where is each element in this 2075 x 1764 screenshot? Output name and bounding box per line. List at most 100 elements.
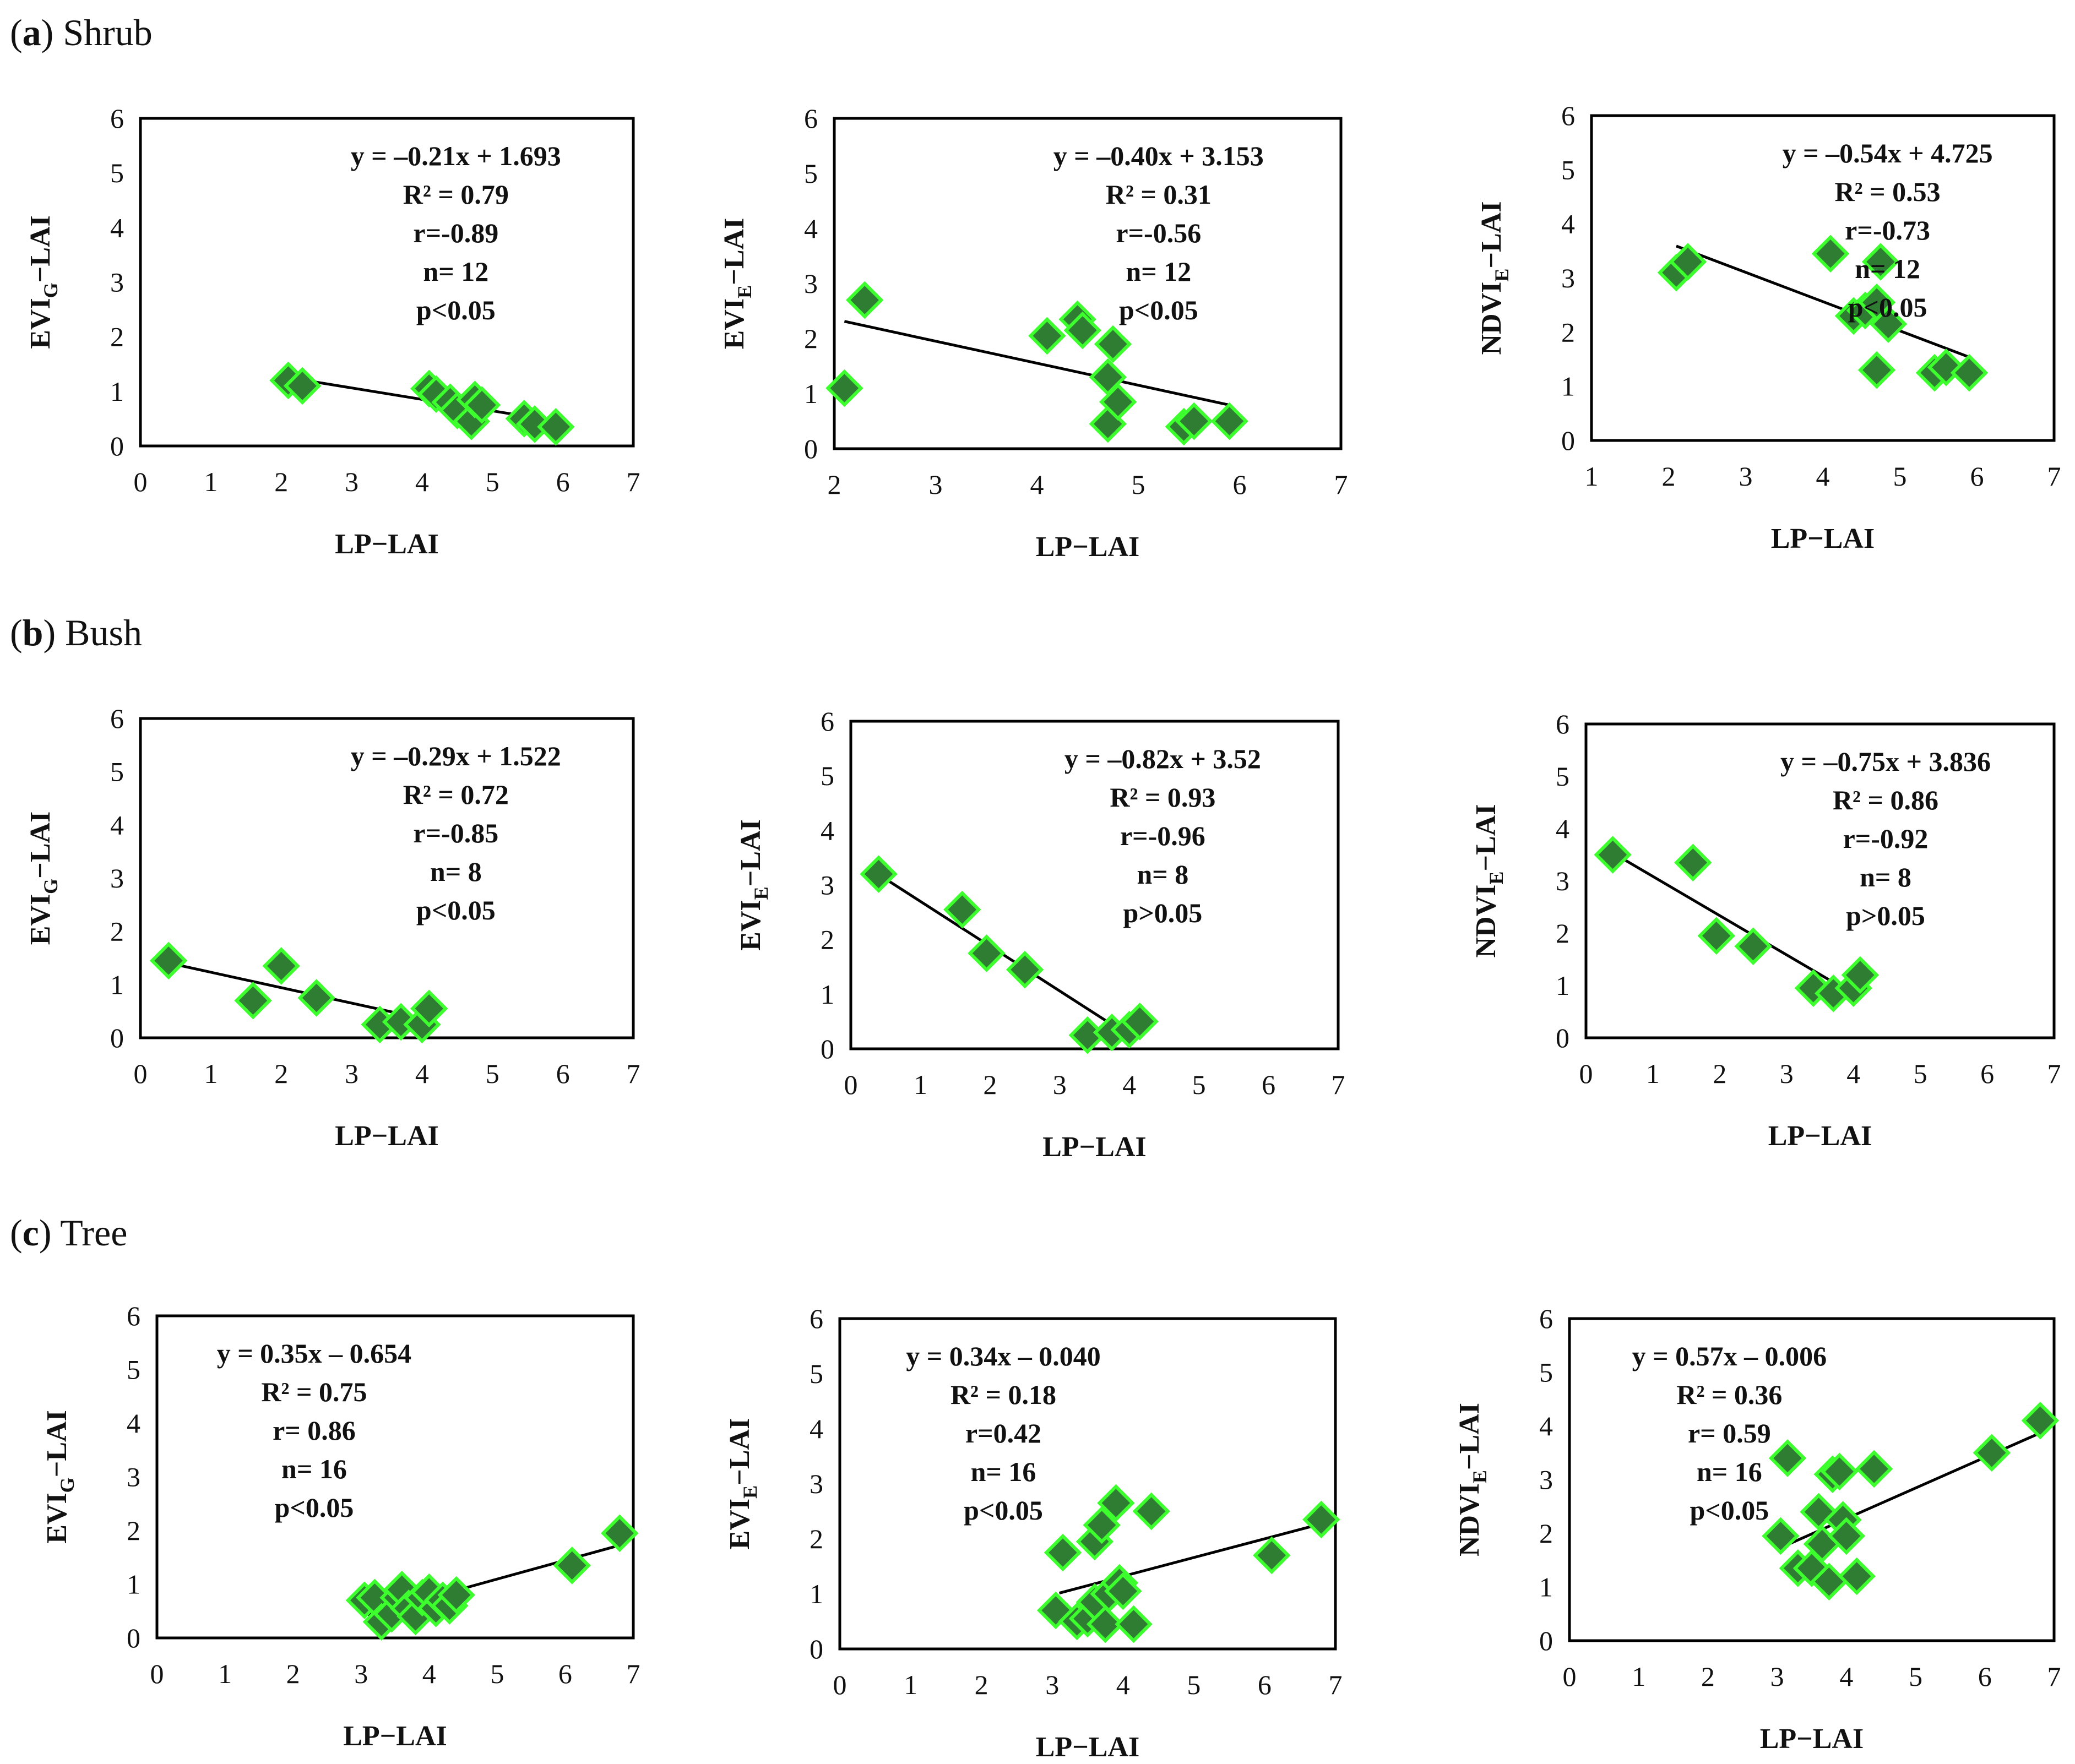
x-tick-label: 0 (844, 1069, 858, 1100)
x-tick-label: 1 (1646, 1058, 1660, 1089)
y-tick-label: 3 (110, 267, 124, 298)
x-tick-label: 5 (490, 1658, 504, 1689)
x-tick-label: 3 (1780, 1058, 1794, 1089)
y-tick-label: 6 (810, 1303, 823, 1334)
x-tick-label: 0 (1579, 1058, 1593, 1089)
stats-annotation-line: p<0.05 (275, 1492, 354, 1523)
scatter-chart-c2: 0 1 2 3 4 5 6 0 1 2 3 4 5 6 7 LP−LAI EVIE−LAI y = 0.34x –… (724, 1303, 1343, 1763)
data-point (1253, 1536, 1291, 1575)
y-tick-label: 1 (804, 378, 818, 409)
stats-annotation-line: p<0.05 (1690, 1495, 1769, 1526)
y-tick-label: 0 (1539, 1625, 1553, 1656)
x-tick-label: 7 (1334, 469, 1348, 500)
x-tick-label: 7 (627, 1658, 640, 1689)
y-tick-label: 5 (804, 158, 818, 189)
x-tick-label: 7 (2047, 1058, 2061, 1089)
y-tick-label: 5 (810, 1358, 823, 1389)
stats-annotation-line: r= 0.59 (1688, 1418, 1771, 1449)
x-tick-label: 5 (1914, 1058, 1927, 1089)
plot-frame (1590, 114, 2056, 442)
x-tick-label: 6 (1980, 1058, 1994, 1089)
stats-annotation-line: n= 8 (1860, 862, 1911, 892)
y-tick-label: 3 (110, 863, 124, 894)
x-tick-label: 1 (1632, 1661, 1645, 1692)
y-tick-label: 5 (110, 157, 124, 188)
x-tick-label: 5 (1909, 1661, 1922, 1692)
data-point (1302, 1500, 1340, 1539)
data-point (1132, 1492, 1170, 1531)
x-tick-label: 4 (1030, 469, 1044, 500)
x-tick-label: 5 (1187, 1669, 1201, 1700)
y-tick-label: 2 (127, 1515, 140, 1546)
x-tick-label: 6 (556, 466, 570, 497)
x-tick-label: 6 (1970, 461, 1984, 492)
stats-annotation-line: R² = 0.18 (950, 1379, 1056, 1410)
x-tick-label: 5 (1893, 461, 1907, 492)
stats-annotation-line: n= 12 (1126, 256, 1191, 287)
data-point (825, 369, 863, 407)
x-tick-label: 7 (627, 1058, 640, 1089)
x-axis-title: LP−LAI (1036, 531, 1140, 563)
x-tick-label: 4 (415, 466, 429, 497)
y-tick-label: 6 (1561, 100, 1575, 131)
x-tick-label: 7 (2047, 1661, 2061, 1692)
x-axis-title: LP−LAI (335, 1120, 439, 1152)
y-tick-label: 1 (821, 979, 834, 1010)
x-tick-label: 2 (274, 466, 288, 497)
plot-frame (838, 1317, 1337, 1651)
x-tick-label: 1 (218, 1658, 232, 1689)
y-axis-title: EVIG−LAI (25, 812, 62, 945)
data-point (1175, 402, 1213, 440)
x-tick-label: 4 (415, 1058, 429, 1089)
data-point (1861, 243, 1900, 281)
stats-annotation-line: y = –0.75x + 3.836 (1780, 746, 1991, 777)
plot-frame (1568, 1317, 2056, 1642)
stats-annotation-line: p<0.05 (964, 1495, 1043, 1526)
x-tick-label: 0 (134, 1058, 148, 1089)
data-point (1697, 917, 1736, 955)
y-tick-label: 6 (110, 703, 124, 734)
y-tick-label: 0 (110, 1022, 124, 1053)
scatter-chart-b3: 0 1 2 3 4 5 6 0 1 2 3 4 5 6 7 LP−LAI NDVIE−LAI y = –0.75x… (1470, 709, 2061, 1152)
stats-annotation-line: p<0.05 (416, 895, 496, 925)
x-tick-label: 3 (1045, 1669, 1059, 1700)
y-tick-label: 5 (127, 1354, 140, 1385)
y-tick-label: 6 (1539, 1303, 1553, 1334)
x-tick-label: 0 (150, 1658, 164, 1689)
data-point (1811, 235, 1850, 273)
scatter-chart-c1: 0 1 2 3 4 5 6 0 1 2 3 4 5 6 7 LP−LAI EVIG−LAI y = 0.35x –… (41, 1300, 640, 1752)
plot-frame (833, 117, 1343, 450)
stats-annotation-line: R² = 0.53 (1835, 176, 1941, 207)
stats-annotation-line: r=-0.56 (1116, 217, 1201, 248)
y-tick-label: 2 (110, 916, 124, 947)
y-tick-label: 1 (810, 1578, 823, 1609)
data-point (1083, 1506, 1121, 1544)
stats-annotation-line: y = –0.29x + 1.522 (351, 741, 561, 771)
plot-frame (139, 117, 635, 448)
stats-annotation-line: R² = 0.93 (1110, 782, 1215, 813)
data-point (1950, 353, 1989, 392)
stats-annotation-line: y = –0.21x + 1.693 (351, 140, 561, 171)
x-axis-title: LP−LAI (343, 1721, 447, 1752)
plot-frame (1584, 722, 2056, 1039)
y-tick-label: 1 (1556, 970, 1569, 1001)
y-tick-label: 0 (110, 431, 124, 461)
regression-line (844, 320, 1230, 407)
x-tick-label: 5 (486, 1058, 499, 1089)
stats-annotation-line: R² = 0.75 (261, 1376, 367, 1407)
x-tick-label: 4 (1816, 461, 1830, 492)
x-tick-label: 0 (833, 1669, 847, 1700)
data-point (601, 1514, 639, 1553)
x-tick-label: 7 (1329, 1669, 1343, 1700)
y-tick-label: 0 (804, 433, 818, 464)
stats-annotation-line: y = 0.57x – 0.006 (1632, 1341, 1827, 1371)
x-tick-label: 6 (1258, 1669, 1272, 1700)
stats-annotation-line: n= 8 (430, 856, 482, 887)
stats-annotation-line: r=-0.96 (1120, 820, 1205, 851)
stats-annotation-line: r=-0.85 (413, 818, 498, 848)
x-tick-label: 2 (1713, 1058, 1726, 1089)
data-point (1006, 950, 1044, 989)
x-tick-label: 2 (1701, 1661, 1715, 1692)
y-tick-label: 0 (1556, 1022, 1569, 1053)
